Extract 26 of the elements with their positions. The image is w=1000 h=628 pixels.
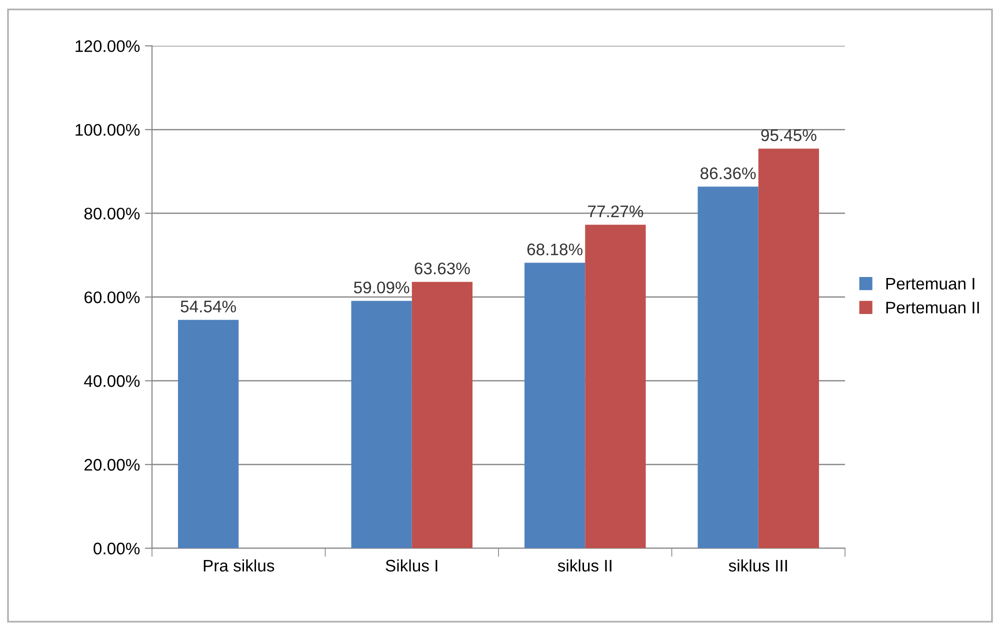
x-tick-label: siklus II	[558, 559, 612, 572]
y-tick-label: 60.00%	[84, 291, 140, 304]
bar	[351, 300, 412, 548]
bar	[412, 282, 473, 548]
y-tick-label: 20.00%	[84, 458, 140, 471]
legend-label: Pertemuan I	[886, 278, 974, 290]
x-tick-label: Pra siklus	[204, 559, 274, 572]
data-label: 63.63%	[414, 262, 470, 274]
y-tick-label: 100.00%	[76, 124, 140, 136]
data-label: 86.36%	[700, 167, 756, 180]
y-tick-label: 80.00%	[84, 208, 140, 220]
x-tick-label: Siklus I	[386, 559, 438, 572]
data-label: 68.18%	[527, 244, 582, 256]
y-tick-label: 0.00%	[94, 542, 140, 554]
bar	[758, 148, 820, 548]
bar	[524, 262, 586, 548]
data-label: 54.54%	[180, 300, 236, 312]
bar	[178, 320, 239, 548]
data-label: 95.45%	[761, 129, 816, 142]
legend-label: Pertemuan II	[886, 302, 979, 314]
bar	[698, 186, 758, 548]
bar	[585, 224, 646, 548]
y-tick-label: 40.00%	[84, 375, 140, 387]
data-label: 59.09%	[354, 282, 410, 294]
x-tick-label: siklus III	[728, 559, 787, 572]
y-tick-label: 120.00%	[76, 40, 140, 52]
